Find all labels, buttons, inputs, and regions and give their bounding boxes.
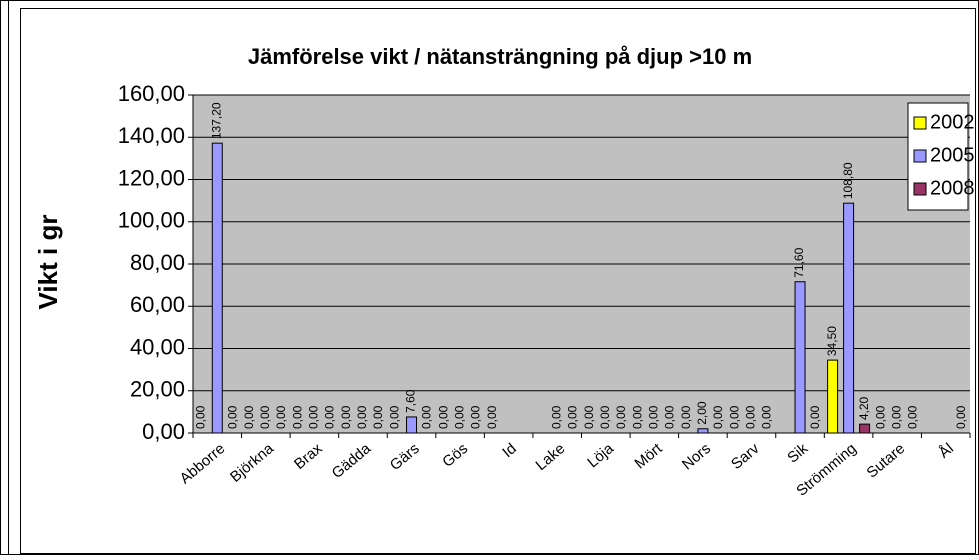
legend-swatch [913,116,927,130]
value-label: 0,00 [274,405,288,429]
y-tick-label: 140,00 [118,123,185,148]
y-tick-label: 0,00 [142,419,185,444]
value-label: 0,00 [388,405,402,429]
value-label: 0,00 [760,405,774,429]
value-label: 0,00 [905,405,919,429]
legend-label: 2008 [930,177,975,199]
value-label: 0,00 [549,405,563,429]
y-axis-label: Vikt i gr [33,215,63,310]
value-label: 0,00 [582,405,596,429]
value-label: 0,00 [291,405,305,429]
value-label: 0,00 [355,405,369,429]
y-tick-label: 100,00 [118,208,185,233]
value-label: 0,00 [307,405,321,429]
value-label: 0,00 [258,405,272,429]
bar [843,202,855,434]
value-label: 0,00 [436,405,450,429]
bar [827,359,839,434]
value-label: 0,00 [468,405,482,429]
value-label: 137,20 [209,102,223,139]
legend-swatch [913,182,927,196]
value-label: 0,00 [647,405,661,429]
value-label: 0,00 [452,405,466,429]
bar [211,142,223,434]
y-tick-label: 40,00 [130,334,185,359]
value-label: 34,50 [825,326,839,356]
value-label: 0,00 [873,405,887,429]
legend-label: 2005 [930,144,975,166]
chart-title: Jämförelse vikt / nätansträngning på dju… [248,44,752,69]
value-label: 0,00 [631,405,645,429]
value-label: 0,00 [420,405,434,429]
value-label: 4,20 [857,396,871,420]
value-label: 0,00 [598,405,612,429]
value-label: 2,00 [695,401,709,425]
value-label: 0,00 [323,405,337,429]
legend-label: 2002 [930,111,975,133]
value-label: 0,00 [565,405,579,429]
value-label: 0,00 [485,405,499,429]
value-label: 0,00 [225,405,239,429]
value-label: 0,00 [889,405,903,429]
bar [859,423,871,434]
value-label: 0,00 [954,405,968,429]
value-label: 0,00 [663,405,677,429]
y-tick-label: 60,00 [130,292,185,317]
bar [697,428,709,434]
value-label: 0,00 [711,405,725,429]
value-label: 0,00 [242,405,256,429]
value-label: 7,60 [404,389,418,413]
value-label: 71,60 [792,247,806,277]
legend-swatch [913,149,927,163]
y-tick-label: 120,00 [118,165,185,190]
value-label: 0,00 [744,405,758,429]
value-label: 0,00 [728,405,742,429]
value-label: 0,00 [339,405,353,429]
value-label: 0,00 [808,405,822,429]
value-label: 0,00 [193,405,207,429]
value-label: 0,00 [614,405,628,429]
bar [794,281,806,434]
y-tick-label: 80,00 [130,250,185,275]
value-label: 108,80 [841,162,855,199]
y-tick-label: 20,00 [130,377,185,402]
y-tick-label: 160,00 [118,81,185,106]
bar [406,416,418,434]
value-label: 0,00 [371,405,385,429]
value-label: 0,00 [679,405,693,429]
